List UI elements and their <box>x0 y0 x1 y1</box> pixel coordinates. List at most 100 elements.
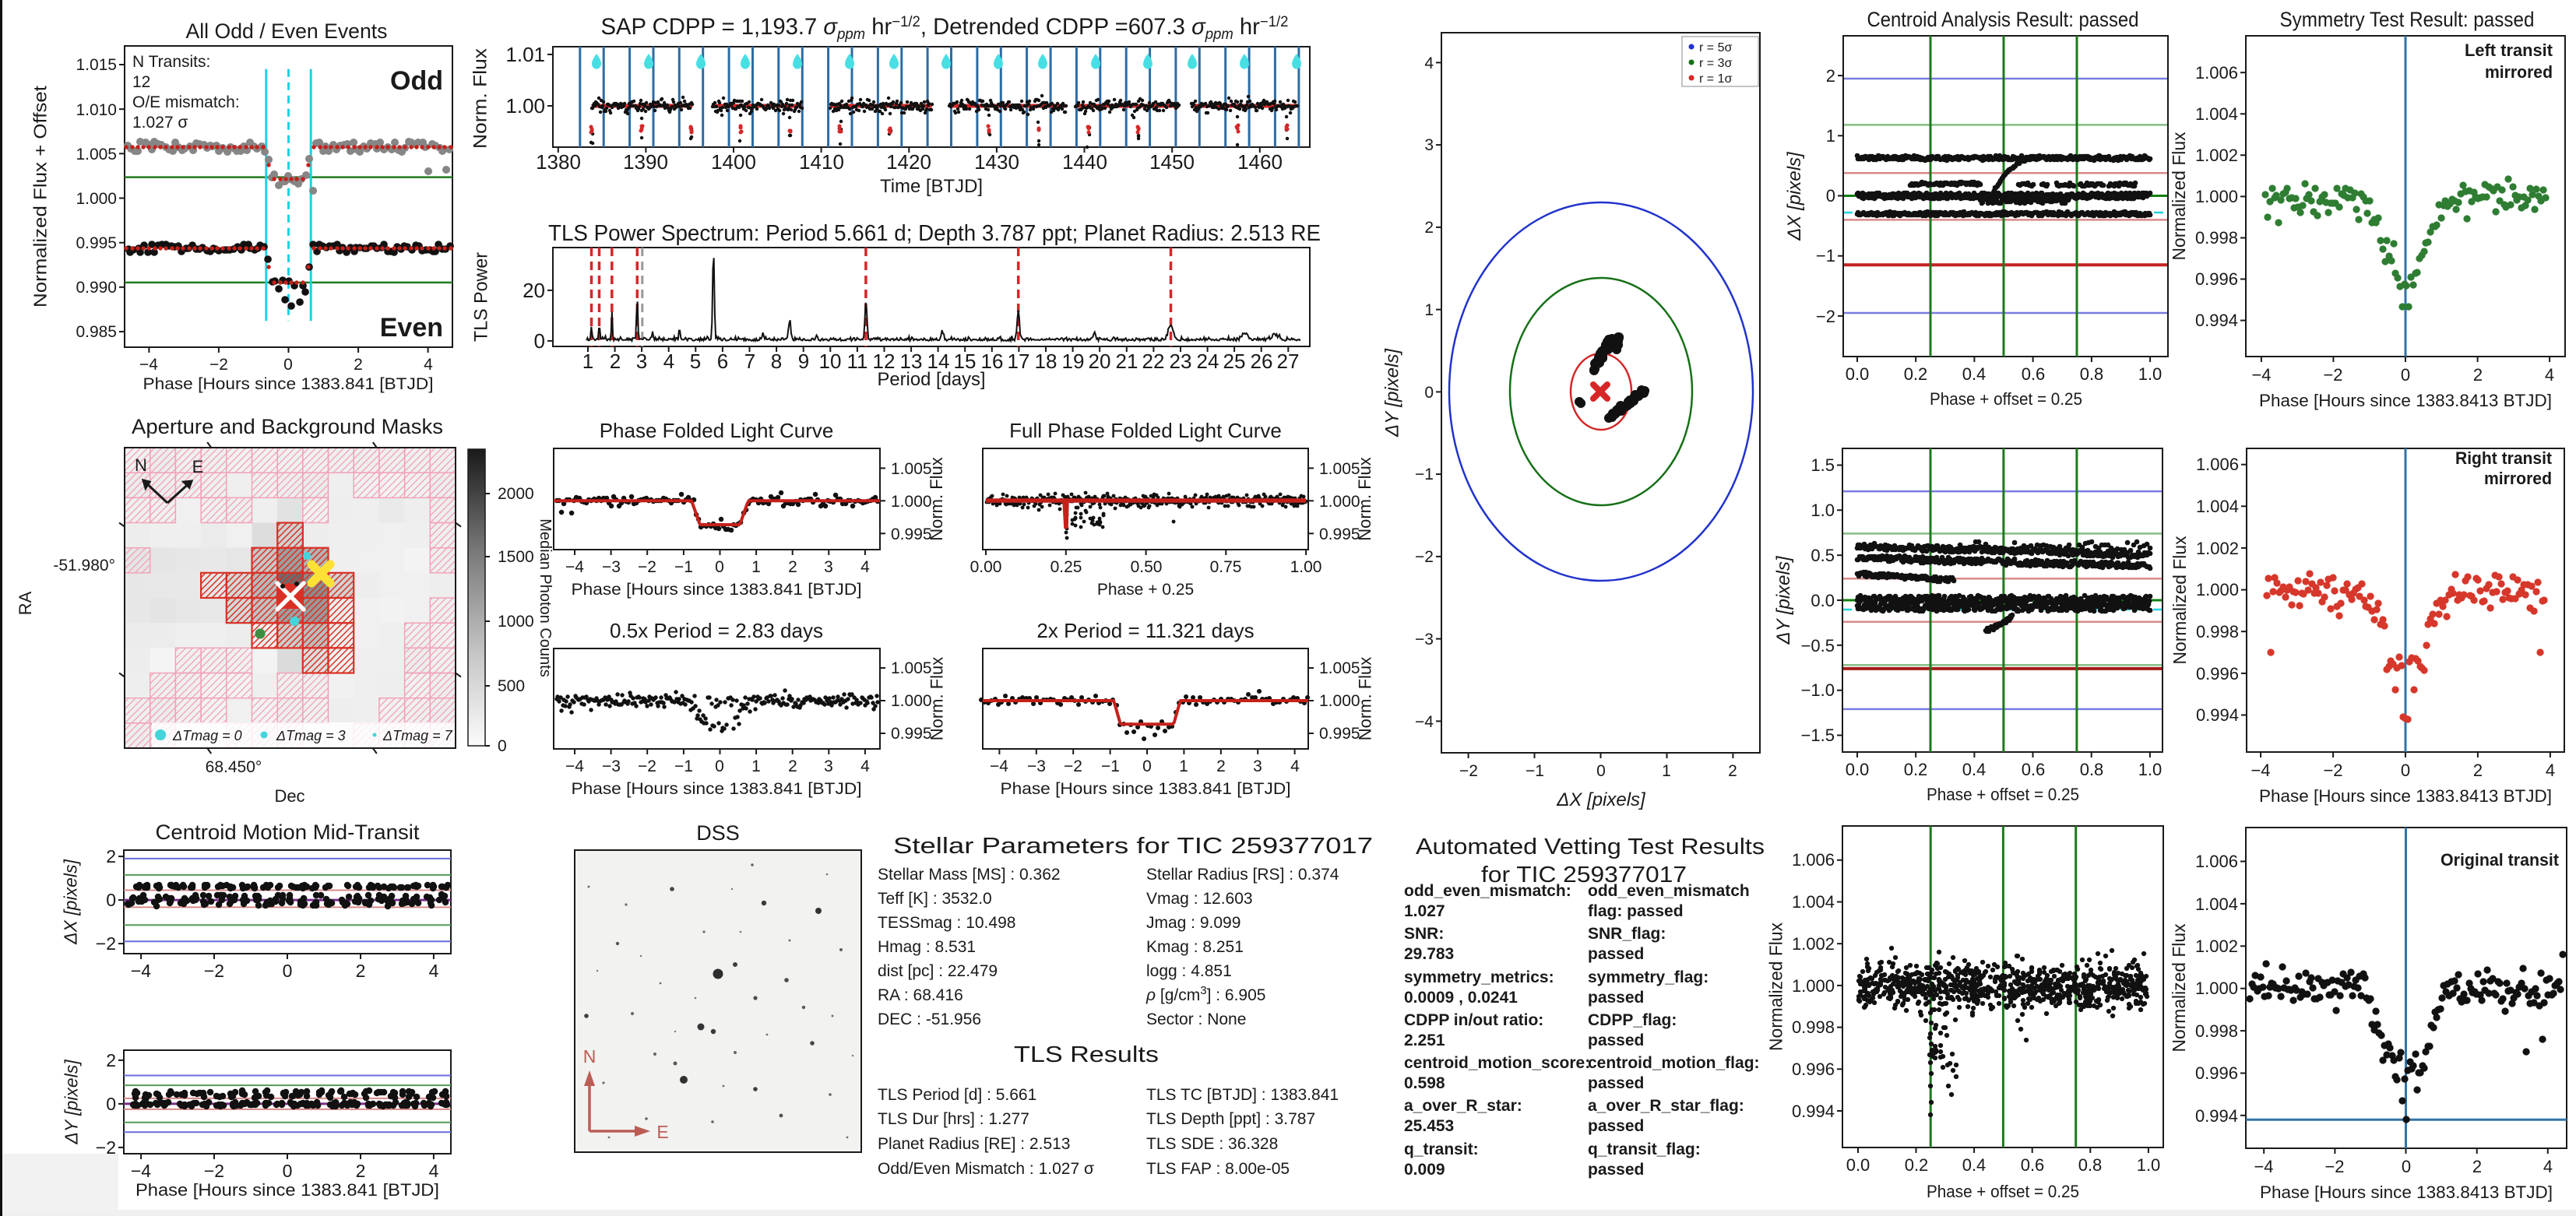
svg-text:6: 6 <box>717 350 728 373</box>
svg-text:Centroid Analysis Result: pass: Centroid Analysis Result: passed <box>1867 8 2139 31</box>
svg-text:4: 4 <box>860 757 870 775</box>
svg-text:Normalized Flux: Normalized Flux <box>2169 132 2189 260</box>
svg-text:Kmag : 8.251: Kmag : 8.251 <box>1146 938 1244 956</box>
svg-text:0.994: 0.994 <box>2196 705 2239 725</box>
svg-text:−1.0: −1.0 <box>1801 680 1835 700</box>
svg-text:0.2: 0.2 <box>1905 1155 1929 1175</box>
svg-text:0: 0 <box>106 1094 116 1114</box>
svg-text:−4: −4 <box>131 961 151 981</box>
svg-text:Left transit: Left transit <box>2465 40 2553 60</box>
svg-text:−4: −4 <box>2254 1157 2273 1176</box>
svg-text:Odd/Even Mismatch : 1.027 σ: Odd/Even Mismatch : 1.027 σ <box>878 1160 1094 1178</box>
svg-text:Symmetry Test Result: passed: Symmetry Test Result: passed <box>2280 8 2535 31</box>
svg-text:q_transit_flag:: q_transit_flag: <box>1588 1140 1701 1158</box>
svg-text:1.027: 1.027 <box>1404 902 1445 920</box>
svg-text:−2: −2 <box>2323 365 2342 385</box>
svg-text:Norm. Flux: Norm. Flux <box>1355 457 1374 541</box>
svg-text:2: 2 <box>1216 757 1226 775</box>
svg-text:CDPP in/out ratio:: CDPP in/out ratio: <box>1404 1011 1543 1029</box>
svg-text:0.998: 0.998 <box>1792 1017 1835 1037</box>
svg-text:3: 3 <box>824 757 833 775</box>
svg-text:Normalized Flux: Normalized Flux <box>2170 536 2190 664</box>
svg-text:Phase + offset = 0.25: Phase + offset = 0.25 <box>1930 389 2082 409</box>
svg-text:0.998: 0.998 <box>2195 1021 2238 1041</box>
svg-text:21: 21 <box>1116 350 1138 373</box>
svg-text:1.005: 1.005 <box>891 460 932 478</box>
svg-text:Phase [Hours since 1383.841 [B: Phase [Hours since 1383.841 [BTJD] <box>572 581 862 599</box>
svg-text:0.998: 0.998 <box>2195 228 2238 248</box>
svg-text:1.01: 1.01 <box>505 43 545 66</box>
svg-text:1: 1 <box>1424 301 1434 319</box>
svg-text:25: 25 <box>1223 350 1246 373</box>
svg-text:ΔY [pixels]: ΔY [pixels] <box>1382 348 1403 438</box>
svg-text:1390: 1390 <box>623 150 668 174</box>
svg-text:0.5: 0.5 <box>1811 546 1835 565</box>
svg-text:0.2: 0.2 <box>1904 364 1928 384</box>
svg-text:−4: −4 <box>139 356 158 374</box>
svg-text:Aperture and Background Masks: Aperture and Background Masks <box>132 415 443 438</box>
svg-text:20: 20 <box>1089 350 1111 373</box>
svg-text:2000: 2000 <box>498 485 534 503</box>
svg-text:1000: 1000 <box>498 613 534 631</box>
svg-text:1.000: 1.000 <box>891 692 932 710</box>
svg-text:1.000: 1.000 <box>1319 493 1360 511</box>
svg-text:0.8: 0.8 <box>2080 364 2104 384</box>
svg-text:3: 3 <box>636 350 647 373</box>
svg-text:29.783: 29.783 <box>1404 945 1454 963</box>
svg-text:Period [days]: Period [days] <box>878 369 986 390</box>
svg-text:Normalized Flux: Normalized Flux <box>1766 923 1786 1051</box>
svg-text:Dec: Dec <box>274 786 304 806</box>
svg-text:24: 24 <box>1197 350 1219 373</box>
svg-text:0: 0 <box>283 961 293 981</box>
svg-text:0.009: 0.009 <box>1404 1161 1445 1179</box>
svg-text:0.4: 0.4 <box>1962 760 1987 779</box>
svg-text:0.996: 0.996 <box>2195 269 2238 289</box>
svg-text:−0.5: −0.5 <box>1801 636 1835 655</box>
svg-text:−2: −2 <box>96 933 116 954</box>
svg-text:27: 27 <box>1277 350 1300 373</box>
svg-text:a_over_R_star_flag:: a_over_R_star_flag: <box>1588 1097 1744 1115</box>
svg-text:0.2: 0.2 <box>1904 760 1928 779</box>
svg-text:Time [BTJD]: Time [BTJD] <box>880 176 983 197</box>
svg-text:23: 23 <box>1170 350 1192 373</box>
svg-text:TLS TC [BTJD] : 1383.841: TLS TC [BTJD] : 1383.841 <box>1146 1086 1339 1104</box>
svg-text:1.002: 1.002 <box>1792 934 1835 954</box>
svg-text:2: 2 <box>1826 66 1835 86</box>
svg-text:1.006: 1.006 <box>1792 850 1835 870</box>
svg-text:2: 2 <box>356 1161 366 1181</box>
svg-text:1.0: 1.0 <box>2138 364 2163 384</box>
svg-text:0.8: 0.8 <box>2078 1155 2103 1175</box>
svg-text:passed: passed <box>1588 1074 1644 1092</box>
svg-text:TLS Power Spectrum: Period 5.6: TLS Power Spectrum: Period 5.661 d; Dept… <box>548 221 1321 246</box>
svg-text:a_over_R_star:: a_over_R_star: <box>1404 1097 1522 1115</box>
svg-text:SNR:: SNR: <box>1404 925 1444 943</box>
svg-text:0.990: 0.990 <box>76 279 117 297</box>
svg-text:−3: −3 <box>602 558 621 576</box>
svg-text:0.994: 0.994 <box>2195 311 2238 330</box>
svg-text:1.010: 1.010 <box>76 101 117 119</box>
svg-text:−2: −2 <box>2323 761 2342 780</box>
svg-text:0: 0 <box>715 558 724 576</box>
svg-text:1.006: 1.006 <box>2196 455 2239 474</box>
svg-text:DEC : -51.956: DEC : -51.956 <box>878 1010 981 1028</box>
svg-text:N Transits:: N Transits: <box>132 53 210 71</box>
svg-text:3: 3 <box>1253 757 1262 775</box>
svg-text:19: 19 <box>1062 350 1085 373</box>
svg-text:1.005: 1.005 <box>1319 460 1360 478</box>
svg-text:1.0: 1.0 <box>2137 1155 2161 1175</box>
svg-text:12: 12 <box>132 73 150 91</box>
svg-text:0.995: 0.995 <box>891 725 932 743</box>
svg-text:1.5: 1.5 <box>1811 455 1835 475</box>
svg-text:−1: −1 <box>1101 757 1120 775</box>
svg-text:0.0: 0.0 <box>1846 1155 1870 1175</box>
svg-text:22: 22 <box>1142 350 1165 373</box>
svg-text:0.0: 0.0 <box>1846 364 1870 384</box>
svg-text:4: 4 <box>1424 54 1434 72</box>
svg-text:4: 4 <box>1290 757 1300 775</box>
svg-text:0: 0 <box>1142 757 1152 775</box>
svg-text:0.995: 0.995 <box>891 525 932 543</box>
svg-text:1.006: 1.006 <box>2195 63 2238 83</box>
svg-text:TLS SDE : 36.328: TLS SDE : 36.328 <box>1146 1135 1278 1153</box>
svg-text:1500: 1500 <box>498 548 534 566</box>
svg-text:Phase [Hours since 1383.841 [B: Phase [Hours since 1383.841 [BTJD] <box>135 1180 439 1200</box>
